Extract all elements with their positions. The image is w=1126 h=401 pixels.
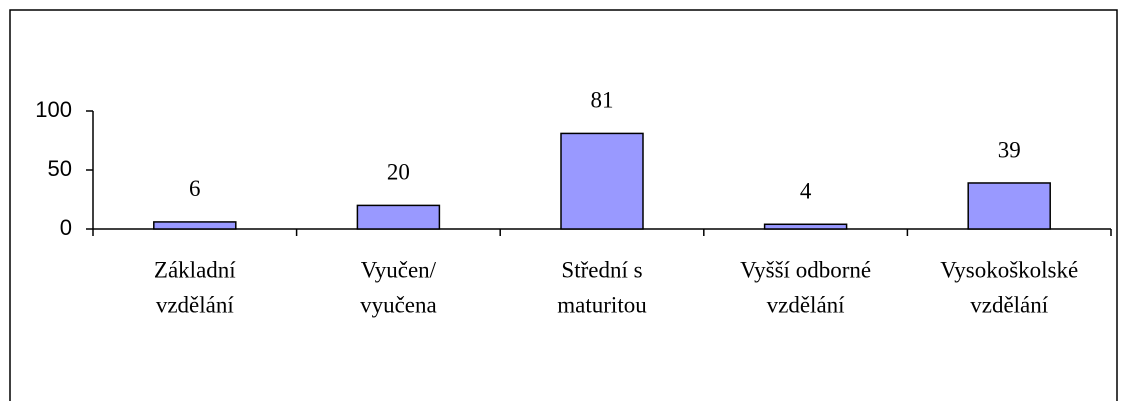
chart-frame <box>9 9 1118 401</box>
bar <box>356 204 441 230</box>
x-tick-label: vzdělání <box>767 292 846 317</box>
x-tick-label: Vysokoškolské <box>940 257 1078 282</box>
data-label: 39 <box>998 137 1021 162</box>
bar <box>763 223 848 230</box>
data-label: 20 <box>387 160 410 185</box>
x-tick-label: vzdělání <box>970 292 1049 317</box>
bar <box>560 132 644 230</box>
y-tick-label: 50 <box>48 156 72 181</box>
x-tick-label: Základní <box>154 257 236 282</box>
y-tick-label: 100 <box>35 97 72 122</box>
data-label: 6 <box>189 176 201 201</box>
bar <box>967 182 1051 230</box>
x-tick-label: Vyšší odborné <box>740 257 871 282</box>
x-tick-label: Střední s <box>561 257 642 282</box>
y-tick-label: 0 <box>60 215 72 240</box>
x-tick-label: maturitou <box>557 292 647 317</box>
x-tick-label: Vyučen/ <box>361 257 437 282</box>
data-label: 81 <box>591 88 614 113</box>
x-tick-label: vzdělání <box>156 292 235 317</box>
x-tick-label: vyučena <box>360 292 437 317</box>
data-label: 4 <box>800 179 812 204</box>
bar <box>153 221 237 230</box>
